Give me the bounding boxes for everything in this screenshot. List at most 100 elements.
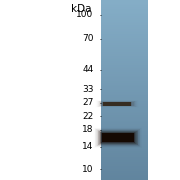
Bar — [101, 122, 148, 124]
Bar — [98, 101, 136, 107]
Bar — [101, 4, 148, 5]
Bar — [101, 178, 148, 180]
Bar — [101, 151, 148, 153]
Bar — [101, 171, 148, 173]
Bar — [101, 34, 148, 36]
Bar — [93, 127, 142, 148]
Bar — [101, 7, 148, 9]
Text: 10: 10 — [82, 165, 94, 174]
Bar — [101, 54, 148, 56]
Bar — [101, 88, 148, 90]
Bar — [101, 139, 148, 140]
Bar — [101, 68, 148, 70]
Bar — [101, 74, 148, 76]
Bar — [101, 121, 148, 122]
Bar — [101, 128, 148, 130]
Bar — [102, 133, 134, 142]
Bar — [101, 113, 148, 115]
Bar — [101, 160, 148, 162]
Bar — [101, 81, 148, 83]
Bar — [101, 63, 148, 65]
Bar — [101, 32, 148, 34]
Bar — [101, 20, 148, 22]
Bar — [101, 67, 148, 68]
Text: kDa: kDa — [71, 4, 92, 13]
Bar — [101, 119, 148, 121]
Bar — [101, 18, 148, 20]
Bar — [101, 61, 148, 63]
Bar — [101, 155, 148, 157]
Bar — [101, 79, 148, 81]
Bar — [101, 158, 148, 160]
Bar — [101, 146, 148, 148]
Bar — [96, 100, 138, 107]
Bar — [101, 153, 148, 155]
Bar — [101, 110, 148, 112]
Bar — [98, 130, 138, 145]
Bar — [101, 77, 148, 79]
Bar — [101, 43, 148, 45]
Bar — [101, 95, 148, 97]
Bar — [101, 85, 148, 86]
Bar — [99, 101, 135, 106]
Bar — [101, 148, 148, 149]
Bar — [101, 97, 148, 99]
Bar — [96, 129, 140, 146]
Bar — [101, 31, 148, 32]
Bar — [101, 112, 148, 113]
Bar — [101, 135, 148, 137]
Bar — [101, 38, 148, 40]
Bar — [97, 130, 139, 146]
Bar — [101, 173, 148, 175]
Bar — [102, 102, 132, 106]
Bar — [101, 101, 148, 103]
Bar — [101, 52, 148, 54]
Bar — [101, 58, 148, 59]
Bar — [101, 56, 148, 58]
Bar — [101, 2, 148, 4]
Bar — [101, 133, 148, 135]
Bar — [101, 16, 148, 18]
Bar — [101, 166, 148, 167]
Bar — [101, 5, 148, 7]
Bar — [101, 41, 148, 43]
Bar — [101, 142, 148, 144]
Bar — [99, 131, 137, 144]
Text: 14: 14 — [82, 142, 94, 151]
Text: 22: 22 — [82, 112, 94, 121]
Bar — [101, 25, 148, 27]
Bar — [101, 13, 148, 14]
Bar — [101, 115, 148, 117]
Bar — [101, 45, 148, 47]
Bar — [101, 99, 148, 101]
Bar — [101, 94, 148, 95]
Bar — [101, 131, 148, 133]
Bar — [95, 100, 139, 108]
Bar — [98, 130, 138, 145]
Bar — [101, 104, 148, 106]
Bar — [101, 0, 148, 2]
Bar — [101, 9, 148, 11]
Bar — [101, 65, 148, 67]
Bar — [101, 164, 148, 166]
Bar — [101, 49, 148, 50]
Text: 44: 44 — [82, 65, 94, 74]
Text: 27: 27 — [82, 98, 94, 107]
Bar — [101, 50, 148, 52]
Bar — [101, 27, 148, 29]
Bar — [101, 167, 148, 169]
Bar — [101, 103, 148, 104]
Bar — [101, 140, 148, 142]
Bar — [95, 128, 141, 147]
Bar — [103, 102, 131, 105]
Bar — [101, 117, 148, 119]
Bar — [101, 83, 148, 85]
Bar — [100, 132, 136, 144]
Bar — [101, 92, 148, 94]
Bar — [101, 29, 148, 31]
Bar — [100, 132, 136, 143]
Bar — [97, 101, 137, 107]
Bar — [101, 72, 148, 74]
Bar — [101, 23, 148, 25]
Bar — [101, 157, 148, 158]
